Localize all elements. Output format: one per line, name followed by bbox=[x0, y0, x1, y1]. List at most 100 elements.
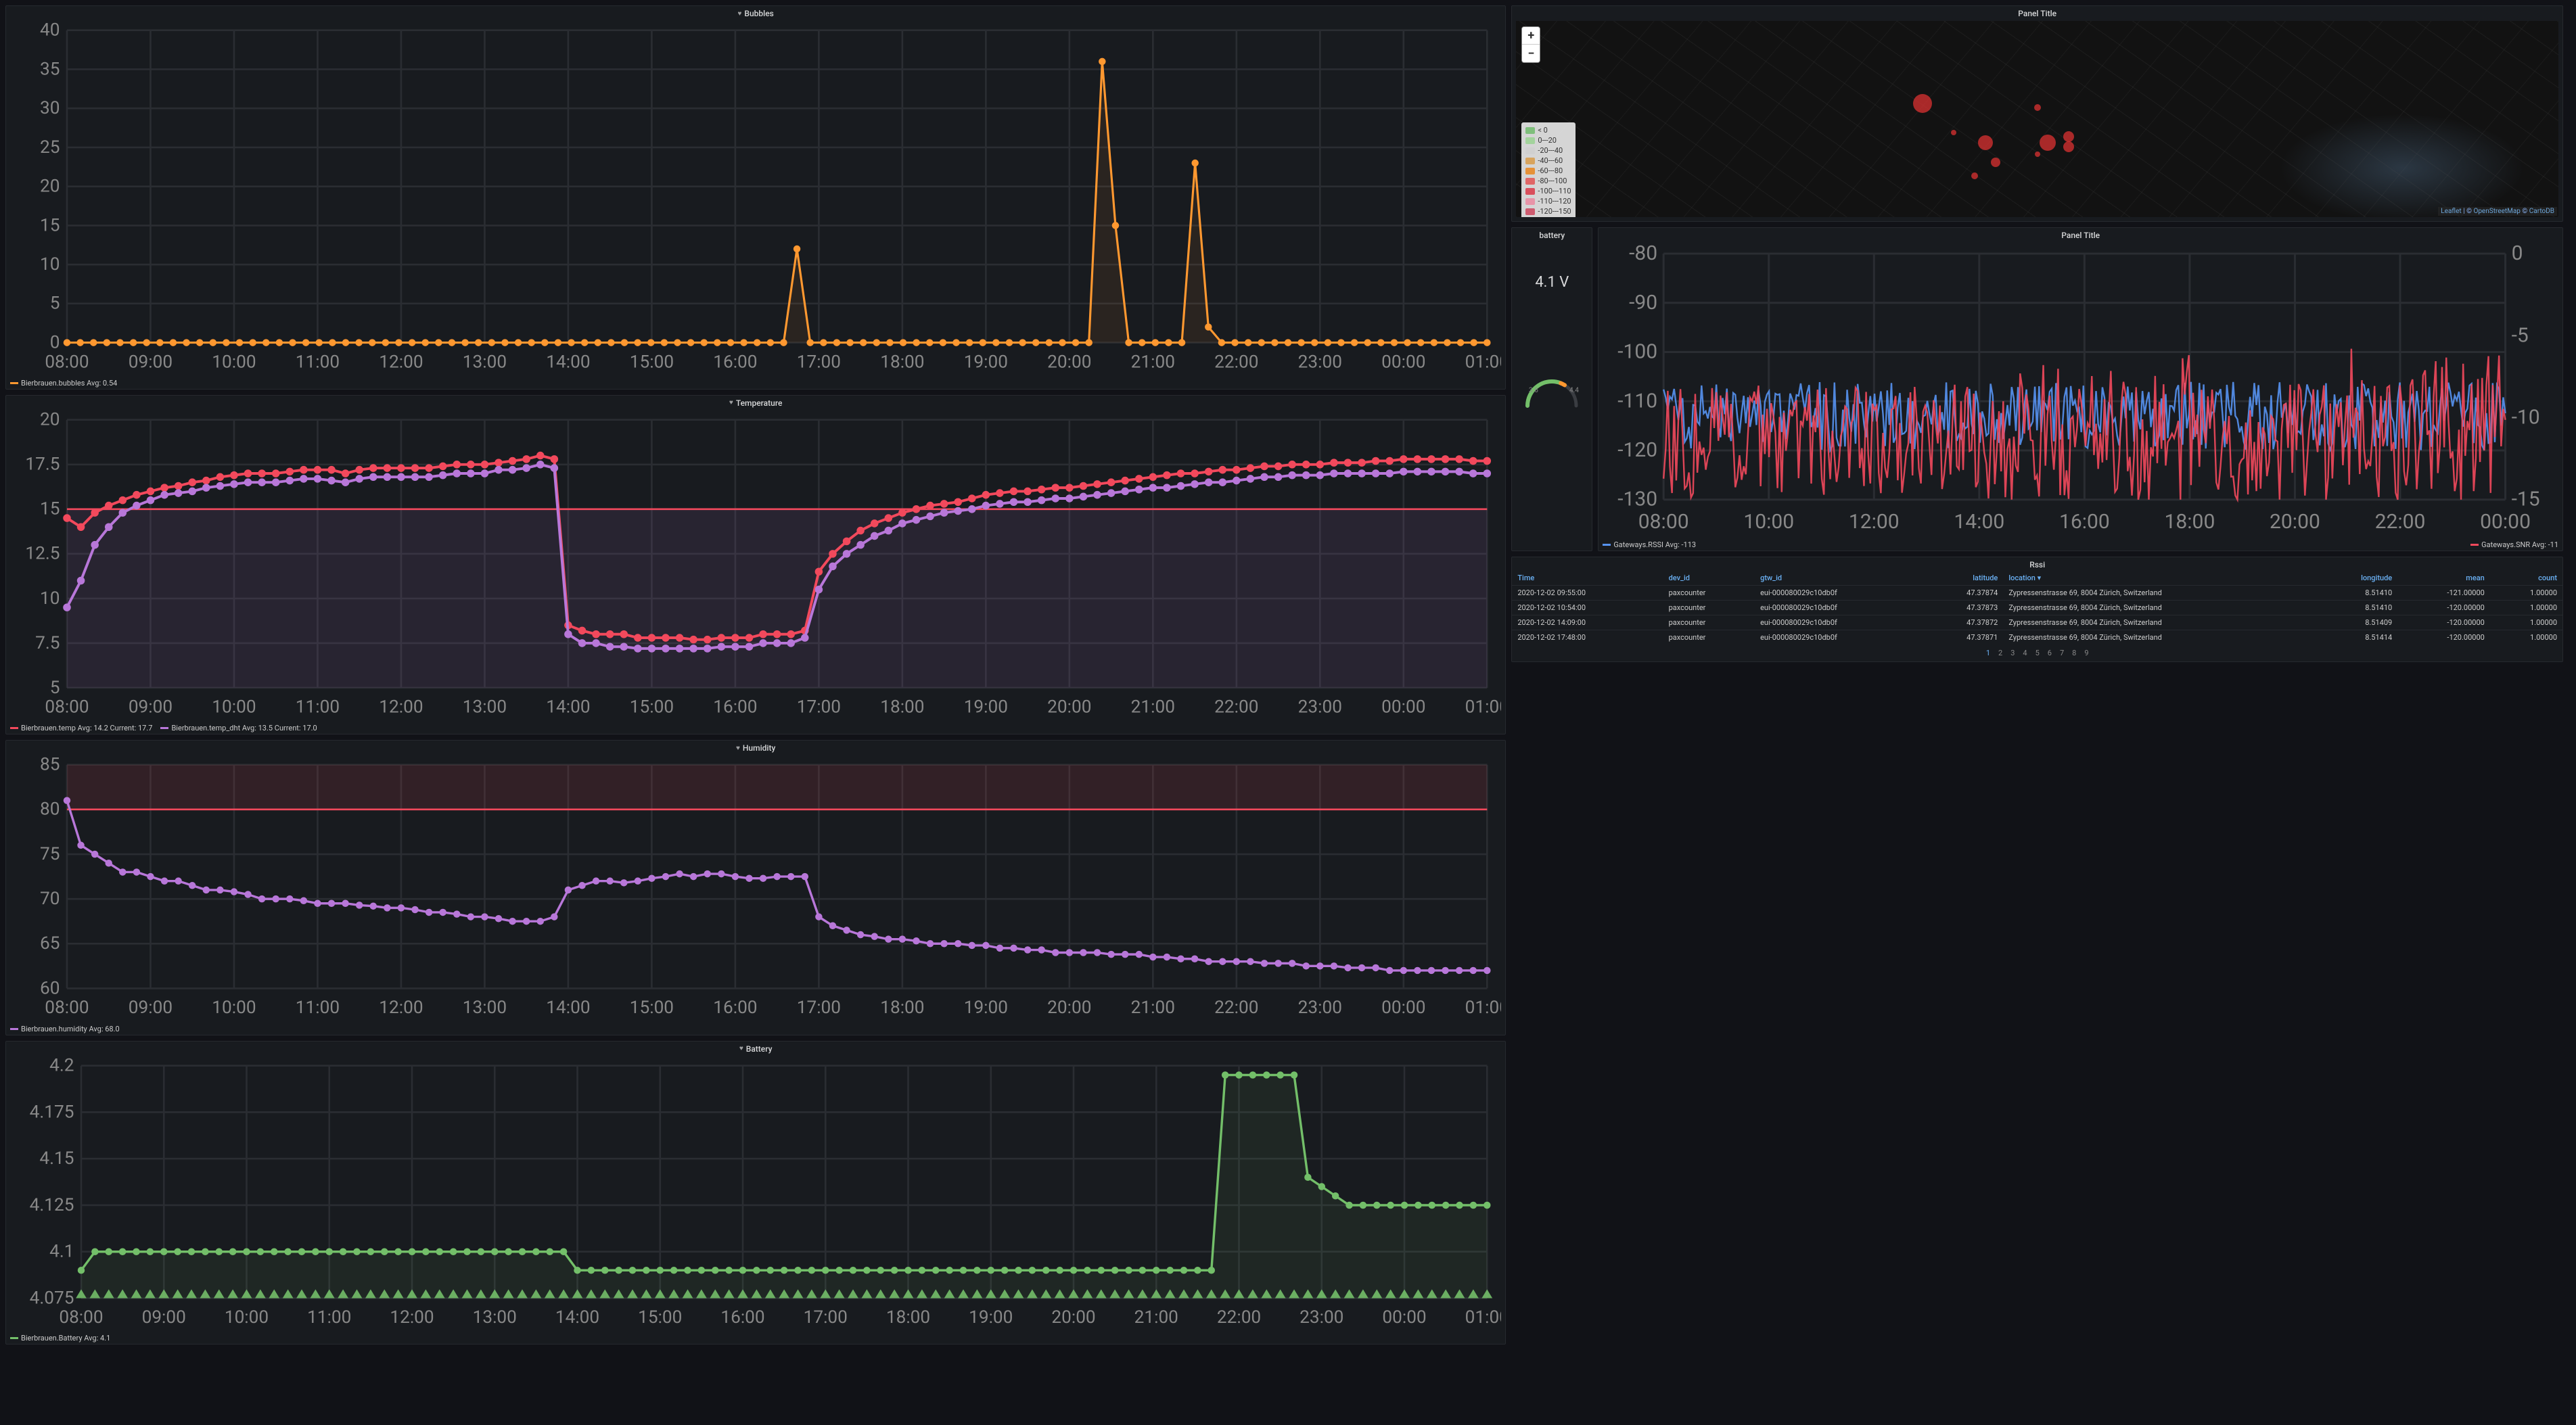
svg-text:23:00: 23:00 bbox=[1298, 697, 1342, 718]
rssi-table: Timedev_idgtw_idlatitudelocation ▾longit… bbox=[1512, 571, 2562, 645]
map-area[interactable]: + − < 00---20-20---40-40---60-60---80-80… bbox=[1516, 21, 2558, 217]
humidity-chart[interactable]: 60657075808508:0009:0010:0011:0012:0013:… bbox=[10, 754, 1501, 1021]
svg-text:13:00: 13:00 bbox=[463, 697, 507, 718]
svg-text:00:00: 00:00 bbox=[1381, 697, 1425, 718]
map-marker[interactable] bbox=[2063, 131, 2074, 142]
page-link[interactable]: 1 bbox=[1982, 649, 1994, 657]
map-legend-row: 0---20 bbox=[1525, 135, 1571, 145]
svg-text:11:00: 11:00 bbox=[296, 697, 340, 718]
map-marker[interactable] bbox=[1978, 135, 1993, 150]
map-marker[interactable] bbox=[2040, 135, 2056, 151]
svg-text:00:00: 00:00 bbox=[1382, 1307, 1426, 1328]
panel-header: ♥ Humidity bbox=[6, 741, 1505, 754]
panel-header: Rssi bbox=[1512, 557, 2562, 571]
page-link[interactable]: 9 bbox=[2080, 649, 2092, 657]
svg-text:09:00: 09:00 bbox=[129, 697, 172, 718]
legend-item: Gateways.RSSI Avg: -113 bbox=[1603, 540, 1696, 549]
panel-title: Bubbles bbox=[744, 9, 773, 18]
svg-text:13:00: 13:00 bbox=[463, 998, 507, 1018]
map-legend-row: -20---40 bbox=[1525, 145, 1571, 156]
table-row[interactable]: 2020-12-02 17:48:00paxcountereui-0000800… bbox=[1512, 630, 2562, 645]
map-tiles bbox=[1516, 21, 2558, 217]
table-row[interactable]: 2020-12-02 09:55:00paxcountereui-0000800… bbox=[1512, 585, 2562, 600]
carto-link[interactable]: CartoDB bbox=[2529, 208, 2554, 215]
map-legend-row: -40---60 bbox=[1525, 156, 1571, 166]
svg-text:3.6: 3.6 bbox=[1529, 387, 1538, 394]
zoom-in-button[interactable]: + bbox=[1522, 27, 1540, 45]
svg-text:-80: -80 bbox=[1629, 241, 1657, 265]
svg-text:5: 5 bbox=[50, 678, 60, 698]
heart-icon: ♥ bbox=[729, 399, 733, 406]
zoom-out-button[interactable]: − bbox=[1522, 45, 1540, 62]
leaflet-link[interactable]: Leaflet bbox=[2441, 208, 2461, 215]
left-column: ♥ Bubbles 051015202530354008:0009:0010:0… bbox=[5, 5, 1506, 1345]
rssi-chart-panel: Panel Title -130-120-110-100-90-80-15-10… bbox=[1598, 227, 2563, 551]
map-legend-row: -60---80 bbox=[1525, 166, 1571, 176]
legend-text: Gateways.SNR Avg: -11 bbox=[2481, 540, 2558, 549]
page-link[interactable]: 3 bbox=[2006, 649, 2019, 657]
panel-header: ♥ Bubbles bbox=[6, 6, 1505, 20]
map-marker[interactable] bbox=[2035, 151, 2040, 157]
page-link[interactable]: 5 bbox=[2031, 649, 2044, 657]
table-header[interactable]: mean bbox=[2397, 571, 2490, 586]
table-header[interactable]: Time bbox=[1512, 571, 1663, 586]
panel-header: ♥ Temperature bbox=[6, 396, 1505, 409]
map-marker[interactable] bbox=[1913, 94, 1932, 113]
svg-text:10:00: 10:00 bbox=[225, 1307, 269, 1328]
page-link[interactable]: 7 bbox=[2056, 649, 2068, 657]
svg-text:00:00: 00:00 bbox=[1381, 352, 1425, 372]
page-link[interactable]: 8 bbox=[2068, 649, 2080, 657]
page-link[interactable]: 2 bbox=[1994, 649, 2006, 657]
osm-link[interactable]: OpenStreetMap bbox=[2473, 208, 2521, 215]
svg-text:12:00: 12:00 bbox=[390, 1307, 434, 1328]
rssi-chart[interactable]: -130-120-110-100-90-80-15-10-5008:0010:0… bbox=[1603, 241, 2558, 536]
legend-text: Bierbrauen.bubbles Avg: 0.54 bbox=[21, 379, 117, 388]
page-link[interactable]: 4 bbox=[2019, 649, 2031, 657]
svg-text:00:00: 00:00 bbox=[2480, 510, 2531, 534]
svg-text:14:00: 14:00 bbox=[546, 697, 590, 718]
svg-text:01:00: 01:00 bbox=[1465, 352, 1502, 372]
map-attribution: Leaflet | © OpenStreetMap © CartoDB bbox=[2438, 207, 2557, 216]
svg-text:-15: -15 bbox=[2512, 488, 2540, 511]
svg-text:19:00: 19:00 bbox=[969, 1307, 1013, 1328]
svg-text:65: 65 bbox=[40, 933, 60, 954]
humidity-panel: ♥ Humidity 60657075808508:0009:0010:0011… bbox=[5, 740, 1506, 1035]
svg-text:-120: -120 bbox=[1618, 438, 1658, 462]
svg-text:4.1: 4.1 bbox=[49, 1241, 74, 1261]
table-header[interactable]: gtw_id bbox=[1755, 571, 1923, 586]
page-link[interactable]: 6 bbox=[2044, 649, 2056, 657]
map-marker[interactable] bbox=[2034, 104, 2041, 111]
svg-text:17:00: 17:00 bbox=[804, 1307, 848, 1328]
battery-chart[interactable]: 4.0754.14.1254.154.1754.208:0009:0010:00… bbox=[10, 1055, 1501, 1330]
table-header[interactable]: latitude bbox=[1923, 571, 2003, 586]
table-header[interactable]: dev_id bbox=[1663, 571, 1755, 586]
svg-text:20: 20 bbox=[40, 409, 60, 429]
svg-text:22:00: 22:00 bbox=[2375, 510, 2426, 534]
table-header[interactable]: longitude bbox=[2317, 571, 2397, 586]
svg-text:20:00: 20:00 bbox=[1047, 998, 1091, 1018]
temperature-chart[interactable]: 57.51012.51517.52008:0009:0010:0011:0012… bbox=[10, 409, 1501, 720]
battery-chart-panel: ♥ Battery 4.0754.14.1254.154.1754.208:00… bbox=[5, 1041, 1506, 1345]
bubbles-chart[interactable]: 051015202530354008:0009:0010:0011:0012:0… bbox=[10, 20, 1501, 375]
table-header[interactable]: count bbox=[2490, 571, 2562, 586]
map-marker[interactable] bbox=[1991, 158, 2000, 167]
svg-text:-90: -90 bbox=[1629, 291, 1657, 314]
svg-text:01:00: 01:00 bbox=[1465, 697, 1502, 718]
panel-title: Humidity bbox=[743, 743, 775, 753]
svg-text:09:00: 09:00 bbox=[129, 998, 172, 1018]
map-marker[interactable] bbox=[2063, 141, 2074, 152]
svg-text:4.15: 4.15 bbox=[39, 1148, 74, 1169]
svg-text:4.175: 4.175 bbox=[30, 1102, 74, 1122]
gauge-rssi-row: battery 3.64.4 4.1 V Panel Title -130-12… bbox=[1511, 227, 2563, 551]
table-row[interactable]: 2020-12-02 10:54:00paxcountereui-0000800… bbox=[1512, 600, 2562, 615]
table-row[interactable]: 2020-12-02 14:09:00paxcountereui-0000800… bbox=[1512, 615, 2562, 630]
right-column: Panel Title + − < 00---20-20---40-40---6… bbox=[1511, 5, 2563, 1345]
battery-gauge: 3.64.4 bbox=[1518, 369, 1586, 416]
legend-item: Bierbrauen.bubbles Avg: 0.54 bbox=[10, 379, 117, 388]
table-header[interactable]: location ▾ bbox=[2003, 571, 2317, 586]
panel-title: battery bbox=[1539, 231, 1565, 240]
legend-text: Bierbrauen.temp_dht Avg: 13.5 Current: 1… bbox=[171, 724, 317, 732]
panel-title: Panel Title bbox=[2061, 231, 2100, 240]
table-pager: 123456789 bbox=[1512, 645, 2562, 661]
heart-icon: ♥ bbox=[737, 10, 741, 18]
